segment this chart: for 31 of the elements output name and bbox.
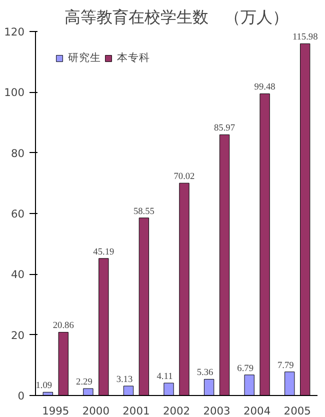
legend-label: 本专科 [117, 51, 150, 65]
y-tick-label: 100 [4, 86, 25, 100]
data-label: 99.48 [254, 82, 276, 93]
data-label: 3.13 [116, 375, 133, 386]
x-tick-label: 2005 [284, 404, 311, 417]
chart-title: 高等教育在校学生数 （万人） [64, 8, 288, 26]
data-label: 70.02 [174, 172, 196, 182]
data-label: 5.36 [196, 368, 214, 378]
legend-label: 研究生 [68, 51, 101, 65]
y-tick-label: 20 [10, 328, 25, 342]
data-label: 115.98 [292, 32, 318, 43]
y-tick-label: 0 [18, 390, 25, 402]
data-label: 4.11 [156, 372, 174, 382]
x-tick-label: 2002 [162, 404, 190, 417]
data-label: 20.86 [52, 321, 74, 332]
data-label: 85.97 [214, 124, 236, 134]
y-tick-label: 60 [10, 208, 25, 220]
x-tick-label: 2004 [244, 404, 271, 417]
data-label: 7.79 [277, 360, 294, 371]
data-label: 6.79 [237, 364, 254, 374]
y-tick-label: 80 [10, 146, 25, 160]
data-label: 2.29 [76, 378, 93, 388]
y-tick-label: 120 [4, 26, 25, 38]
data-label: 1.09 [36, 381, 52, 392]
data-label: 58.55 [133, 206, 155, 217]
data-label: 45.19 [93, 247, 114, 258]
x-tick-label: 2003 [203, 404, 230, 417]
x-tick-label: 1995 [42, 404, 70, 417]
y-tick-label: 40 [10, 268, 25, 282]
x-tick-label: 2000 [82, 404, 110, 417]
x-tick-label: 2001 [122, 404, 150, 417]
